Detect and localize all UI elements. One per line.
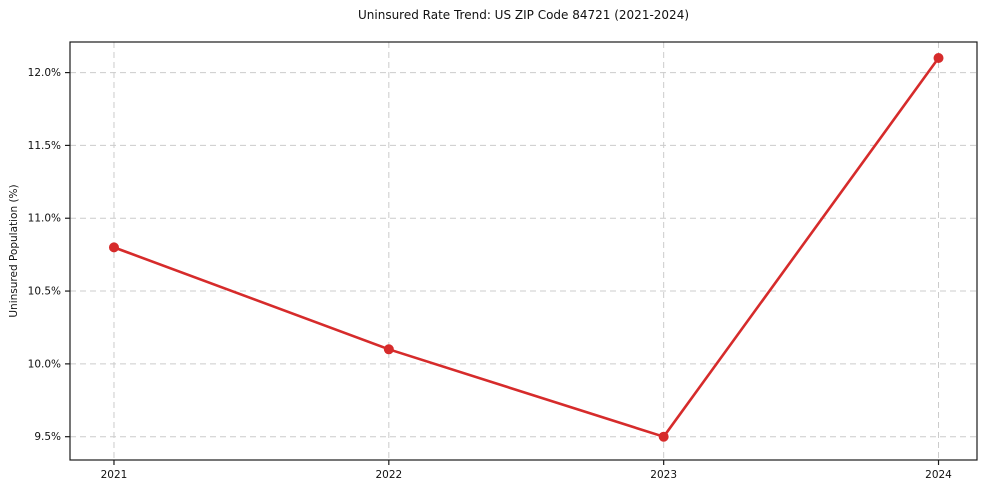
x-tick-label: 2024 (925, 469, 952, 481)
x-tick-label: 2022 (375, 469, 402, 481)
data-point-marker (108, 242, 119, 253)
data-point-marker (658, 431, 669, 442)
trend-line (112, 56, 940, 438)
plot-border (69, 41, 978, 461)
x-tick-label: 2021 (101, 469, 128, 481)
data-point-marker (383, 344, 394, 355)
y-tick-label: 9.5% (34, 431, 61, 443)
y-tick-label: 12.0% (28, 67, 61, 79)
y-tick-label: 11.5% (28, 140, 61, 152)
y-tick-label: 11.0% (28, 213, 61, 225)
chart-title: Uninsured Rate Trend: US ZIP Code 84721 … (357, 8, 690, 22)
x-tick-label: 2023 (650, 469, 677, 481)
y-tick-label: 10.5% (28, 286, 61, 298)
data-point-marker (933, 53, 944, 64)
y-tick-label: 10.0% (28, 358, 61, 370)
